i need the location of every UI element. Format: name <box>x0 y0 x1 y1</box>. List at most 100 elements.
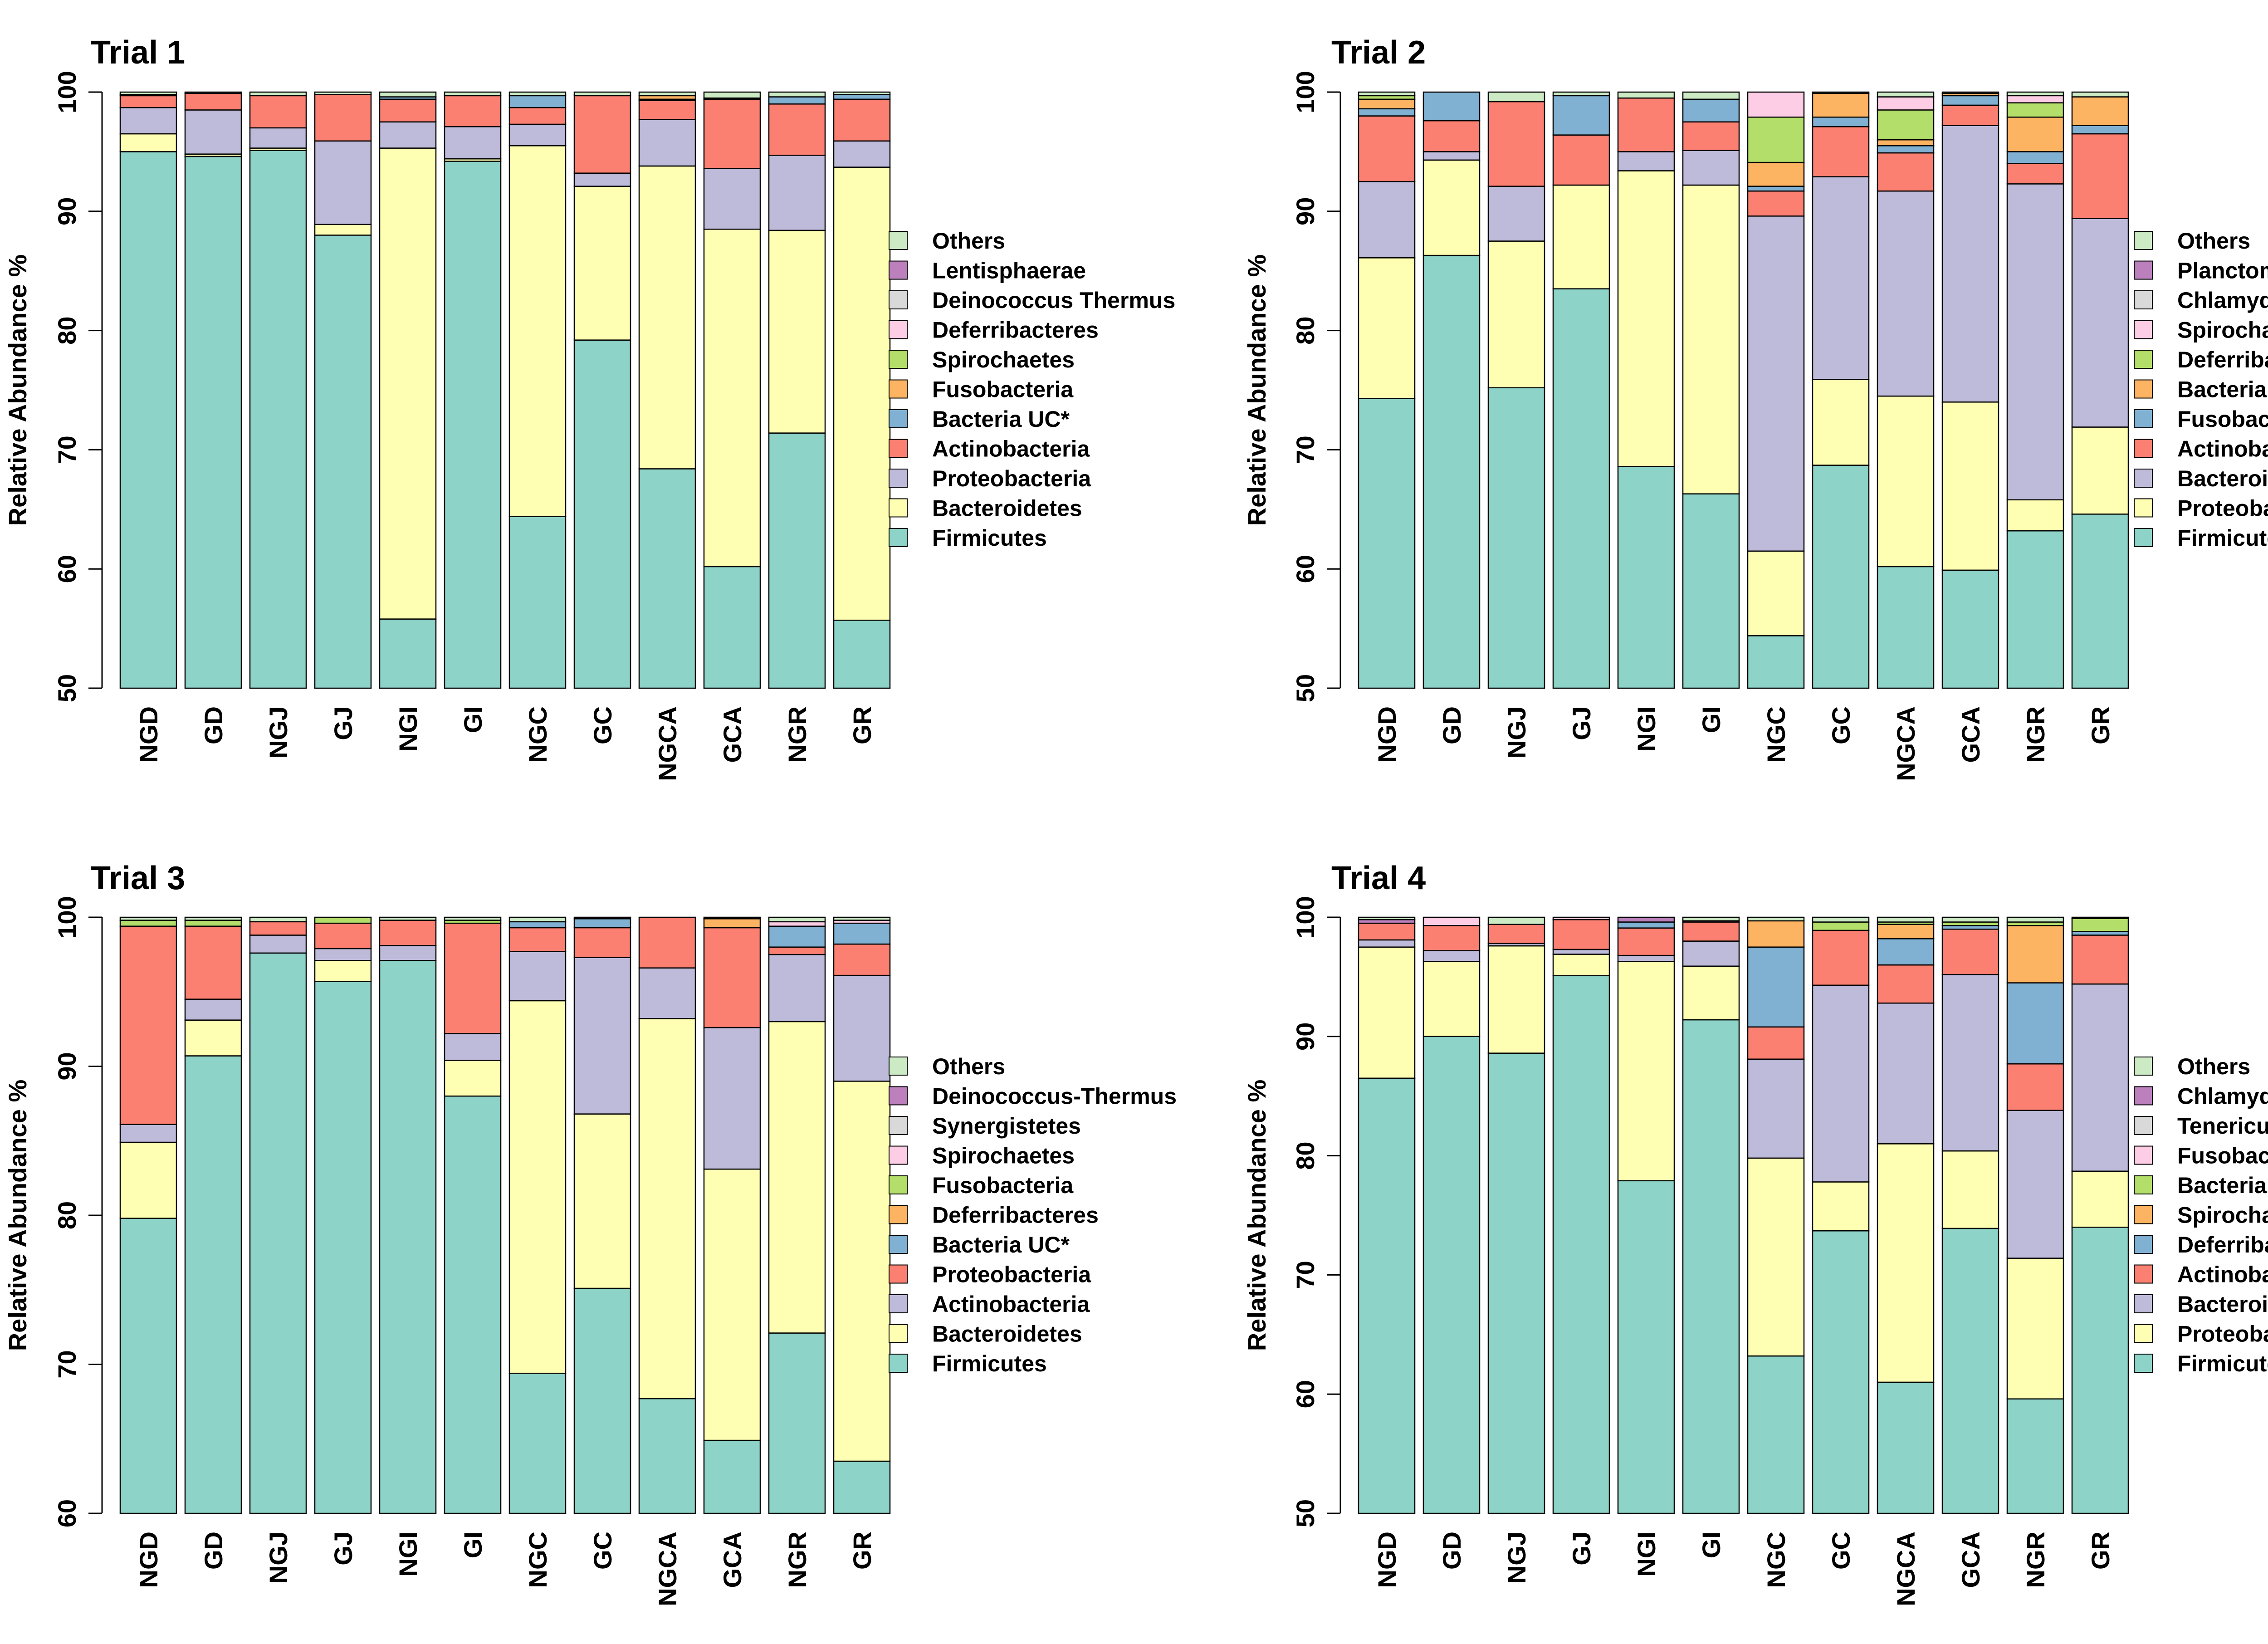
y-tick-label: 60 <box>53 555 81 583</box>
y-tick-label: 90 <box>1291 197 1320 225</box>
bar-segment-ngr-bacteroidetes <box>768 230 826 434</box>
bar-segment-ngc-actinobacteria <box>1747 1026 1805 1060</box>
legend-swatch-fusobacteria <box>889 1175 908 1194</box>
legend-swatch-planctomycetes <box>2134 260 2153 280</box>
bar-segment-gr-proteobacteria <box>2071 426 2129 515</box>
bar-segment-gi-proteobacteria <box>444 922 502 1034</box>
bar-segment-gj-actinobacteria <box>314 948 372 961</box>
bar-segment-gc-actinobacteria <box>1812 126 1870 177</box>
bar-segment-gr-proteobacteria <box>833 943 891 976</box>
legend-swatch-firmicutes <box>2134 1354 2153 1373</box>
bar-segment-ngd-proteobacteria <box>1358 257 1416 399</box>
bar-segment-gr-actinobacteria <box>2071 133 2129 219</box>
legend-swatch-firmicutes <box>889 528 908 547</box>
legend-swatch-deinococcus-thermus <box>889 1086 908 1106</box>
bar-segment-ngc-bacteroidetes <box>508 1000 567 1374</box>
bar-segment-gc-bacteroidetes <box>1812 984 1870 1183</box>
y-tick-label: 70 <box>1291 1261 1320 1289</box>
bar-segment-gca-fusobacteria <box>1941 95 1999 106</box>
bar-segment-gr-bacteroidetes <box>2071 218 2129 428</box>
bar-segment-gj-actinobacteria <box>1552 134 1610 186</box>
legend-label-bacteroidetes: Bacteroidetes <box>932 1321 1082 1347</box>
x-tick-label: NGR <box>2021 706 2050 763</box>
legend-label-spirochaetes: Spirochaetes <box>2177 318 2268 343</box>
bar-segment-gj-bacteroidetes <box>314 224 372 236</box>
bar-segment-ngj-firmicutes <box>249 150 307 689</box>
bar-segment-gr-actinobacteria <box>833 974 891 1082</box>
bar-segment-gi-actinobacteria <box>1682 121 1740 152</box>
x-tick-label: GC <box>588 706 617 744</box>
x-tick-label: NGC <box>1762 1531 1790 1588</box>
bar-segment-gca-others <box>1941 916 1999 923</box>
bar-gd <box>184 91 242 689</box>
legend-label-proteobacteria: Proteobacteria <box>2177 1321 2268 1347</box>
bar-segment-ngca-bacteroidetes <box>1877 1002 1935 1145</box>
bar-segment-gr-bacteria-uc <box>833 922 891 945</box>
bar-segment-ngd-proteobacteria <box>1358 946 1416 1079</box>
bar-segment-gd-bacteroidetes <box>1422 151 1481 161</box>
y-axis-label: Relative Abundance % <box>1242 254 1271 526</box>
bar-segment-gi-others <box>444 91 502 97</box>
bar-segment-gc-proteobacteria <box>573 927 631 958</box>
y-tick-label: 70 <box>53 1350 81 1378</box>
y-tick-label: 100 <box>1291 71 1320 113</box>
bar-segment-gj-proteobacteria <box>314 922 372 949</box>
legend-swatch-chlamydiae <box>2134 1086 2153 1106</box>
bar-segment-ngc-spirochaetes <box>1747 91 1805 118</box>
bar-segment-gca-deferribacteres <box>703 918 761 929</box>
bar-segment-ngr-bacteroidetes <box>2006 183 2064 501</box>
bar-segment-ngi-actinobacteria <box>379 98 437 122</box>
bar-segment-gca-actinobacteria <box>703 1027 761 1170</box>
bar-gr <box>833 916 891 1514</box>
y-axis-label: Relative Abundance % <box>3 254 32 526</box>
bar-segment-ngd-proteobacteria <box>119 925 177 1125</box>
y-tick-label: 100 <box>53 896 81 938</box>
legend-label-chlamydiae: Chlamydiae <box>2177 1084 2268 1109</box>
legend-label-deinococcus-thermus: Deinococcus-Thermus <box>932 1084 1177 1109</box>
bar-segment-ngr-bacteria-uc <box>768 96 826 105</box>
x-tick-label: GCA <box>718 1531 747 1588</box>
legend-swatch-fusobacteria <box>889 379 908 399</box>
bar-segment-ngca-actinobacteria <box>638 100 696 120</box>
bar-segment-gca-bacteroidetes <box>703 228 761 568</box>
bar-segment-ngi-bacteroidetes <box>379 147 437 620</box>
bar-segment-ngd-fusobacteria <box>1358 108 1416 117</box>
bar-segment-ngd-others <box>1358 916 1416 920</box>
bar-segment-gc-others <box>1812 916 1870 923</box>
bar-segment-gi-actinobacteria <box>1682 921 1740 942</box>
x-tick-label: NGCA <box>653 706 682 781</box>
bar-gj <box>314 91 372 689</box>
bar-segment-gca-firmicutes <box>1941 569 1999 689</box>
bar-ngd <box>1358 91 1416 689</box>
legend-swatch-bacteroidetes <box>2134 1294 2153 1313</box>
legend-swatch-synergistetes <box>889 1116 908 1135</box>
bar-segment-gj-bacteroidetes <box>314 960 372 982</box>
bar-segment-ngr-deferribacteres <box>2006 982 2064 1065</box>
bar-segment-gca-actinobacteria <box>703 98 761 169</box>
bar-segment-ngc-bacteroidetes <box>1747 215 1805 552</box>
legend-swatch-deferribacteres <box>2134 350 2153 369</box>
bar-segment-ngi-bacteroidetes <box>1617 954 1675 962</box>
bar-segment-ngc-bacteroidetes <box>1747 1058 1805 1159</box>
bar-segment-ngj-proteobacteria <box>1487 945 1545 1054</box>
bar-segment-ngj-others <box>1487 91 1545 103</box>
bar-segment-ngd-others <box>119 91 177 95</box>
x-tick-label: NGR <box>783 1531 811 1588</box>
legend-label-fusobacteria: Fusobacteria <box>932 1173 1074 1198</box>
legend-label-others: Others <box>2177 1054 2250 1079</box>
legend-label-proteobacteria: Proteobacteria <box>932 466 1091 491</box>
bar-segment-gi-proteobacteria <box>1682 965 1740 1021</box>
bar-segment-gca-bacteroidetes <box>703 1168 761 1441</box>
x-tick-label: NGD <box>134 1531 163 1588</box>
legend-label-others: Others <box>932 228 1005 254</box>
legend-swatch-bacteria-uc <box>889 409 908 428</box>
x-tick-label: GC <box>1827 1531 1855 1570</box>
bar-gc <box>1812 91 1870 689</box>
bar-segment-gc-fusobacteria <box>1812 116 1870 127</box>
bar-segment-ngd-actinobacteria <box>119 95 177 108</box>
legend-swatch-deferribacteres <box>889 320 908 339</box>
bar-segment-ngc-firmicutes <box>508 1372 567 1514</box>
bar-segment-ngi-proteobacteria <box>1617 170 1675 467</box>
bar-gr <box>2071 91 2129 689</box>
legend-label-firmicutes: Firmicutes <box>2177 525 2268 551</box>
